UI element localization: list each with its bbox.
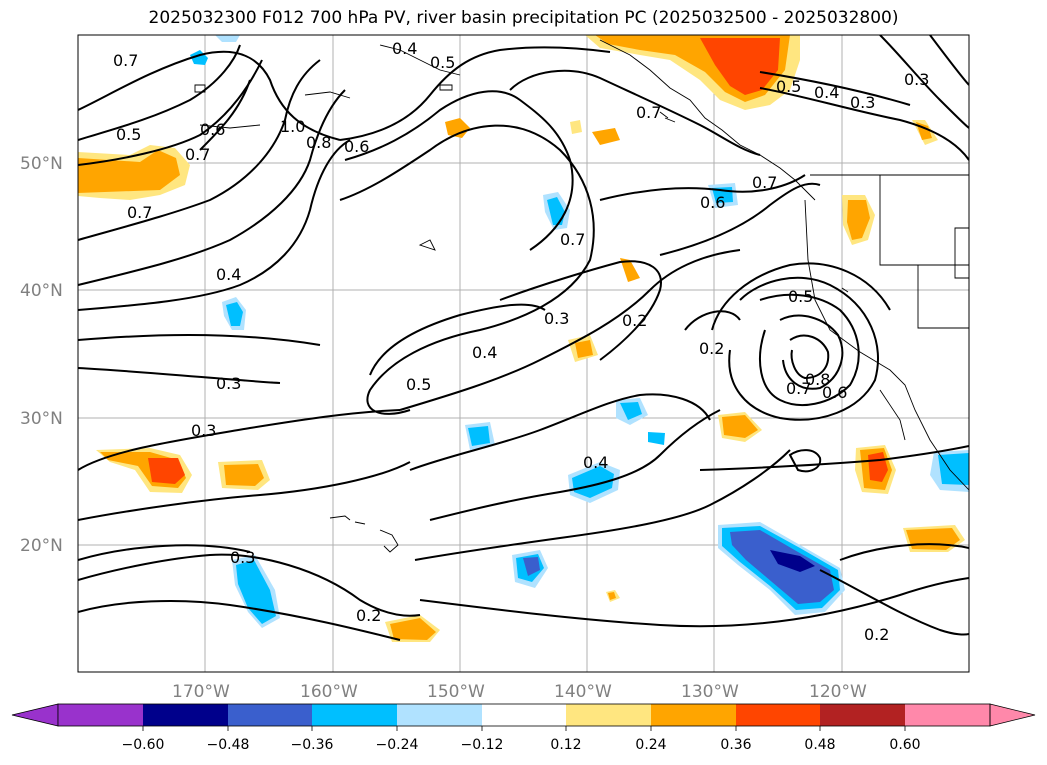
contour-label: 0.8 — [805, 370, 830, 389]
colorbar-segment — [905, 704, 990, 726]
pv-contours — [78, 35, 969, 641]
contour-label: 0.4 — [392, 39, 417, 58]
contour-label: 0.4 — [814, 83, 839, 102]
colorbar-tick: 0.24 — [635, 737, 666, 753]
lon-label: 160°W — [300, 682, 358, 702]
lon-label: 120°W — [809, 682, 867, 702]
colorbar-tick: 0.60 — [889, 737, 920, 753]
contour-label: 0.2 — [622, 311, 647, 330]
contour-label: 0.5 — [116, 125, 141, 144]
gridlines — [78, 35, 969, 672]
contour-label: 0.6 — [822, 383, 847, 402]
contour-label: 0.7 — [752, 173, 777, 192]
contour-label: 0.5 — [788, 287, 813, 306]
colorbar-segment — [228, 704, 312, 726]
contour-label: 0.3 — [191, 421, 216, 440]
contour-label: 0.7 — [786, 379, 811, 398]
colorbar-tick: 0.12 — [550, 737, 581, 753]
lat-labels: 50°N 40°N 30°N 20°N — [20, 154, 63, 556]
contour-labels: 0.7 0.5 0.6 0.7 1.0 0.8 0.6 0.4 0.5 0.7 … — [113, 39, 929, 644]
contour-label: 0.7 — [636, 103, 661, 122]
colorbar-tick: 0.48 — [804, 737, 835, 753]
contour-label: 0.6 — [344, 137, 369, 156]
contour-label: 0.3 — [904, 70, 929, 89]
colorbar-extend-min — [11, 703, 59, 727]
contour-label: 0.4 — [583, 453, 608, 472]
contour-label: 0.4 — [472, 343, 497, 362]
contour-label: 0.7 — [560, 230, 585, 249]
map-border — [77, 34, 970, 673]
colorbar-segment — [820, 704, 905, 726]
contour-label: 0.7 — [113, 51, 138, 70]
lon-label: 140°W — [554, 682, 612, 702]
colorbar-tick: −0.60 — [122, 737, 165, 753]
contour-label: 0.2 — [864, 625, 889, 644]
lat-label: 50°N — [20, 154, 63, 174]
lon-label: 130°W — [681, 682, 739, 702]
map-title: 2025032300 F012 700 hPa PV, river basin … — [148, 8, 899, 28]
lon-labels: 170°W 160°W 150°W 140°W 130°W 120°W — [172, 682, 867, 702]
colorbar-tick: 0.36 — [720, 737, 751, 753]
colorbar-segment — [312, 704, 397, 726]
colorbar-segment — [482, 704, 566, 726]
colorbar-tick: −0.12 — [461, 737, 504, 753]
contour-label: 0.2 — [356, 606, 381, 625]
colorbar-segment — [58, 704, 143, 726]
contour-label: 0.3 — [230, 548, 255, 567]
lon-label: 150°W — [427, 682, 485, 702]
colorbar-tick: −0.24 — [376, 737, 419, 753]
lon-label: 170°W — [172, 682, 230, 702]
contour-label: 0.6 — [700, 193, 725, 212]
contour-label: 1.0 — [280, 117, 305, 136]
colorbar-extend-max — [989, 703, 1036, 727]
contour-label: 0.5 — [406, 375, 431, 394]
lat-label: 30°N — [20, 409, 63, 429]
colorbar-segment — [143, 704, 228, 726]
contour-label: 0.8 — [306, 133, 331, 152]
colorbar-segment — [566, 704, 651, 726]
contour-label: 0.3 — [216, 374, 241, 393]
lat-label: 40°N — [20, 281, 63, 301]
contour-label: 0.6 — [200, 120, 225, 139]
contour-label: 0.2 — [699, 339, 724, 358]
contour-label: 0.3 — [544, 309, 569, 328]
contour-label: 0.7 — [127, 203, 152, 222]
contour-label: 0.4 — [216, 265, 241, 284]
colorbar-tick: −0.48 — [207, 737, 250, 753]
lat-label: 20°N — [20, 536, 63, 556]
colorbar-tick: −0.36 — [291, 737, 334, 753]
colorbar-segment — [397, 704, 482, 726]
colorbar-segment — [736, 704, 820, 726]
contour-label: 0.3 — [850, 93, 875, 112]
contour-label: 0.5 — [776, 77, 801, 96]
contour-label: 0.7 — [185, 145, 210, 164]
colorbar-segment — [651, 704, 736, 726]
contour-label: 0.5 — [430, 53, 455, 72]
colorbar: −0.60 −0.48 −0.36 −0.24 −0.12 0.12 0.24 … — [11, 703, 1036, 753]
